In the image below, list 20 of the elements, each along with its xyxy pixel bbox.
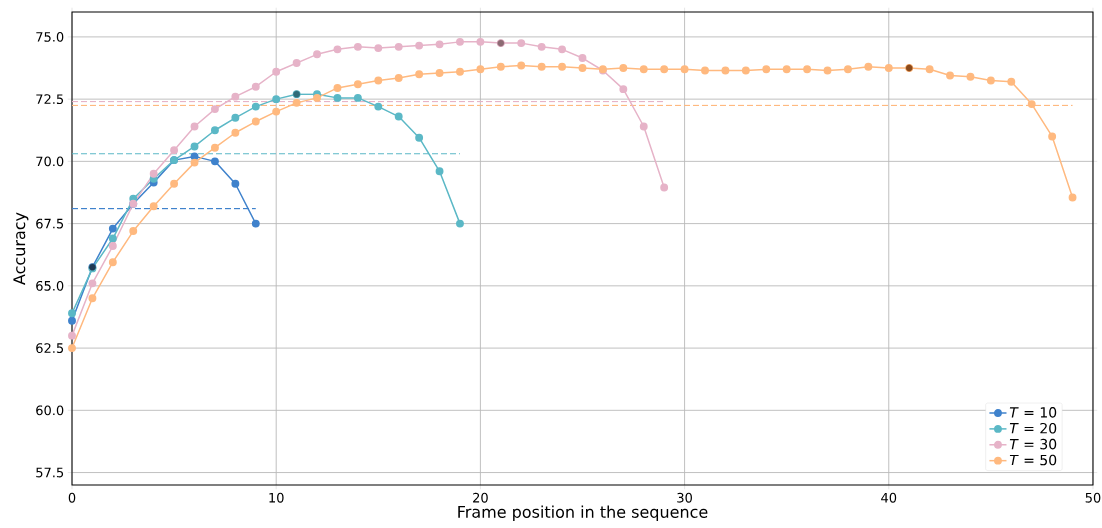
x-tick-label: 40 — [881, 492, 897, 503]
legend-label: T = 30 — [1009, 438, 1057, 450]
y-axis-title: Accuracy — [13, 212, 29, 285]
x-tick-label: 0 — [68, 492, 76, 503]
y-tick-label: 62.5 — [36, 343, 64, 353]
x-tick-label: 20 — [473, 492, 488, 503]
legend-label: T = 20 — [1009, 422, 1057, 434]
legend-label: T = 10 — [1009, 407, 1057, 418]
x-tick-label: 50 — [1085, 492, 1101, 503]
y-tick-label: 60.0 — [36, 405, 64, 416]
y-tick-label: 57.5 — [36, 467, 64, 478]
y-tick-label: 67.5 — [36, 218, 64, 229]
y-tick-label: 70.0 — [36, 156, 64, 167]
x-tick-label: 10 — [269, 492, 284, 503]
x-tick-label: 30 — [677, 492, 692, 503]
y-tick-label: 75.0 — [36, 31, 64, 42]
x-axis-title: Frame position in the sequence — [458, 505, 708, 521]
legend-label: T = 50 — [1009, 454, 1057, 466]
y-tick-label: 72.5 — [36, 94, 64, 105]
y-tick-label: 65.0 — [36, 280, 64, 291]
